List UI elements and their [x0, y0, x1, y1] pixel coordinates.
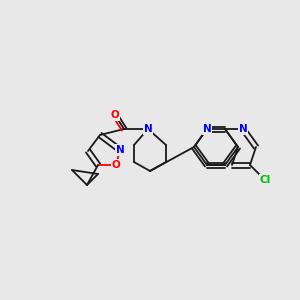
Text: N: N [202, 124, 211, 134]
Text: O: O [112, 160, 120, 170]
Text: N: N [116, 145, 124, 155]
Text: Cl: Cl [260, 175, 271, 185]
Text: N: N [238, 124, 247, 134]
Text: N: N [144, 124, 152, 134]
Text: O: O [111, 110, 119, 120]
